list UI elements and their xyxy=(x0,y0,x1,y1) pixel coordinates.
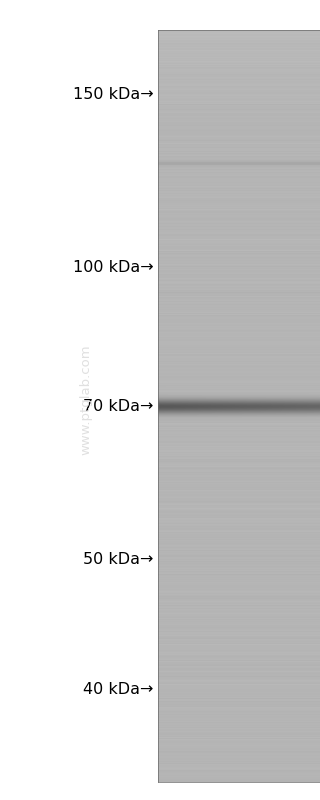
Text: www.ptglab.com: www.ptglab.com xyxy=(80,345,93,455)
Text: 70 kDa→: 70 kDa→ xyxy=(83,399,154,414)
Text: 150 kDa→: 150 kDa→ xyxy=(73,87,154,102)
Text: 100 kDa→: 100 kDa→ xyxy=(73,261,154,275)
Text: 50 kDa→: 50 kDa→ xyxy=(83,553,154,567)
Text: 40 kDa→: 40 kDa→ xyxy=(83,682,154,697)
